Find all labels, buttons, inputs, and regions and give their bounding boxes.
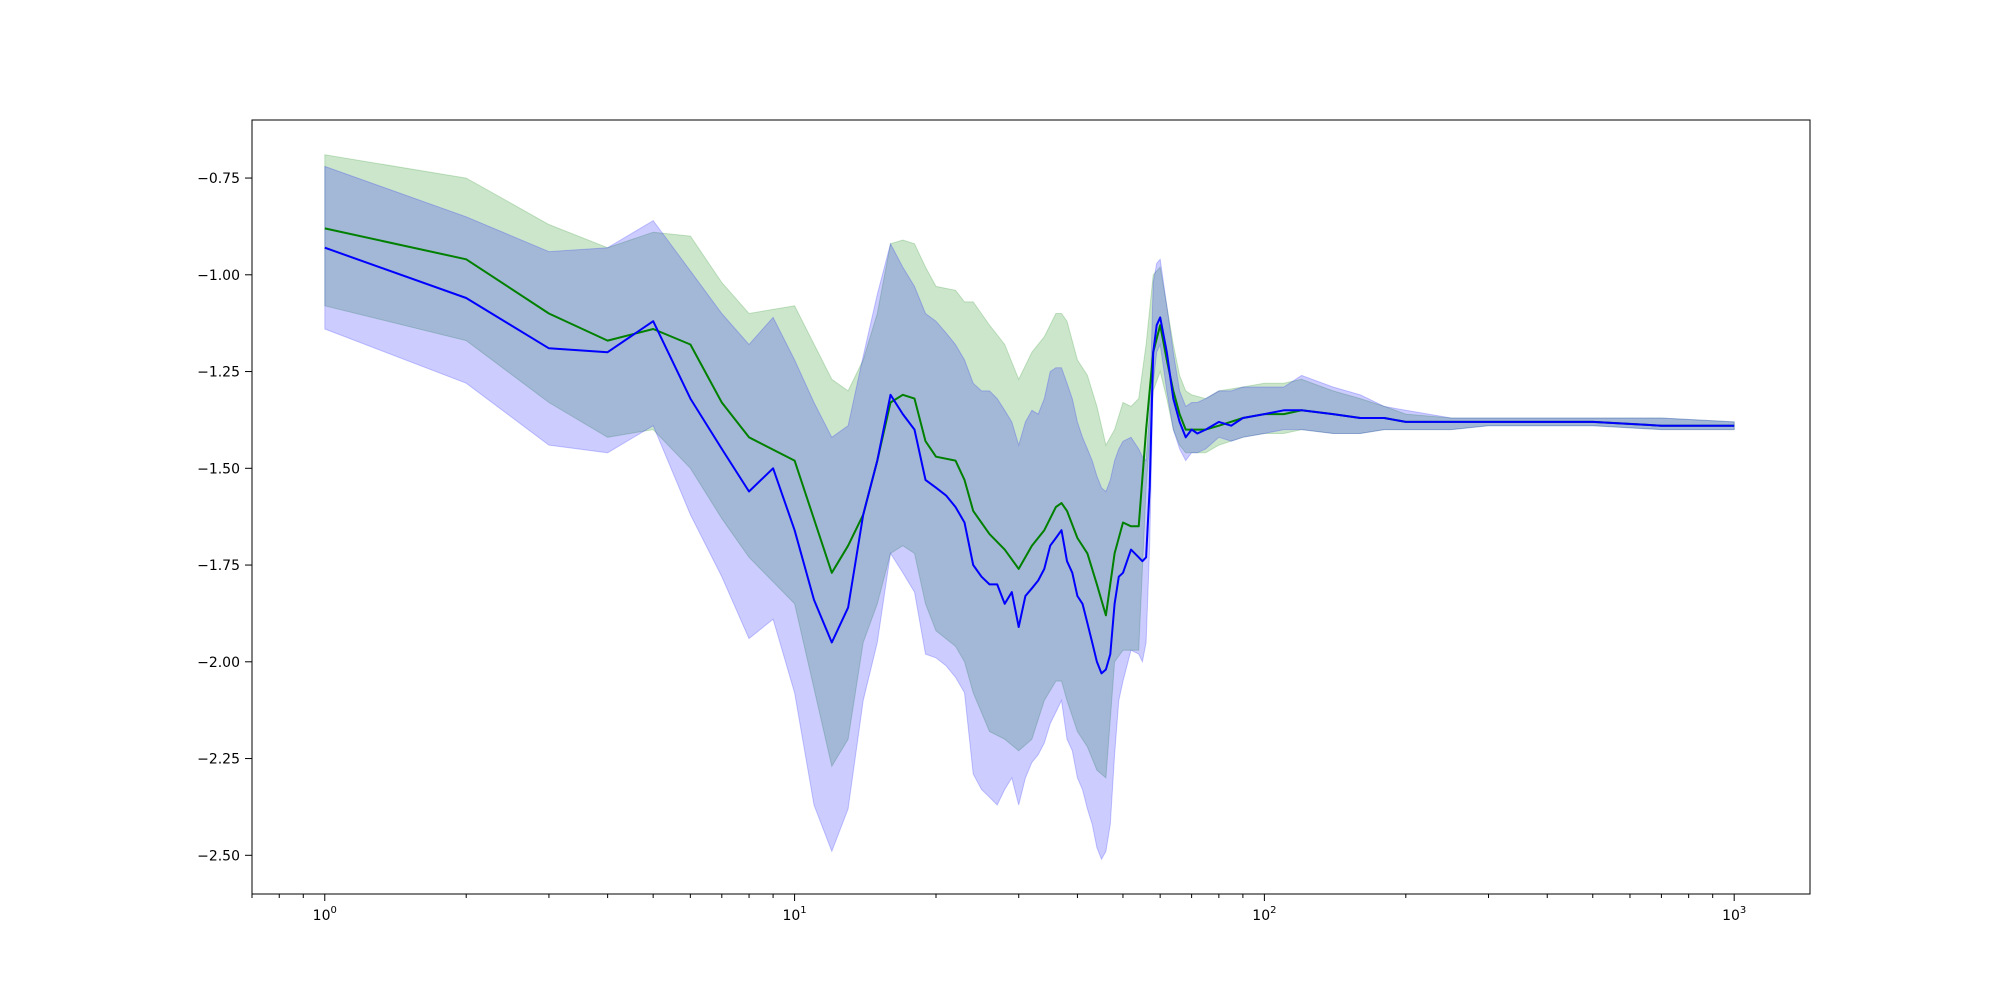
band-series-1	[324, 154, 1735, 779]
y-tick-label: −0.75	[197, 171, 240, 187]
x-tick-label: 101	[782, 905, 806, 924]
y-tick-label: −1.25	[197, 365, 240, 381]
x-tick-label: 103	[1722, 905, 1746, 924]
band-series-2	[324, 165, 1735, 861]
plot-frame	[251, 119, 1811, 895]
confidence-bands	[324, 154, 1735, 861]
y-tick-label: −1.50	[197, 461, 240, 477]
y-tick-label: −2.00	[197, 655, 240, 671]
x-tick-label: 102	[1252, 905, 1276, 924]
y-tick-label: −2.25	[197, 752, 240, 768]
y-tick-label: −1.00	[197, 268, 240, 284]
line-series-2	[324, 246, 1735, 675]
x-axis: 100 101 102 103	[251, 894, 1746, 924]
x-tick-label: 100	[313, 905, 337, 924]
series-lines	[324, 227, 1735, 675]
y-tick-label: −1.75	[197, 558, 240, 574]
y-tick-label: −2.50	[197, 848, 240, 864]
y-axis: −0.75 −1.00 −1.25 −1.50 −1.75 −2.00 −2.25 −2.50	[197, 171, 252, 864]
